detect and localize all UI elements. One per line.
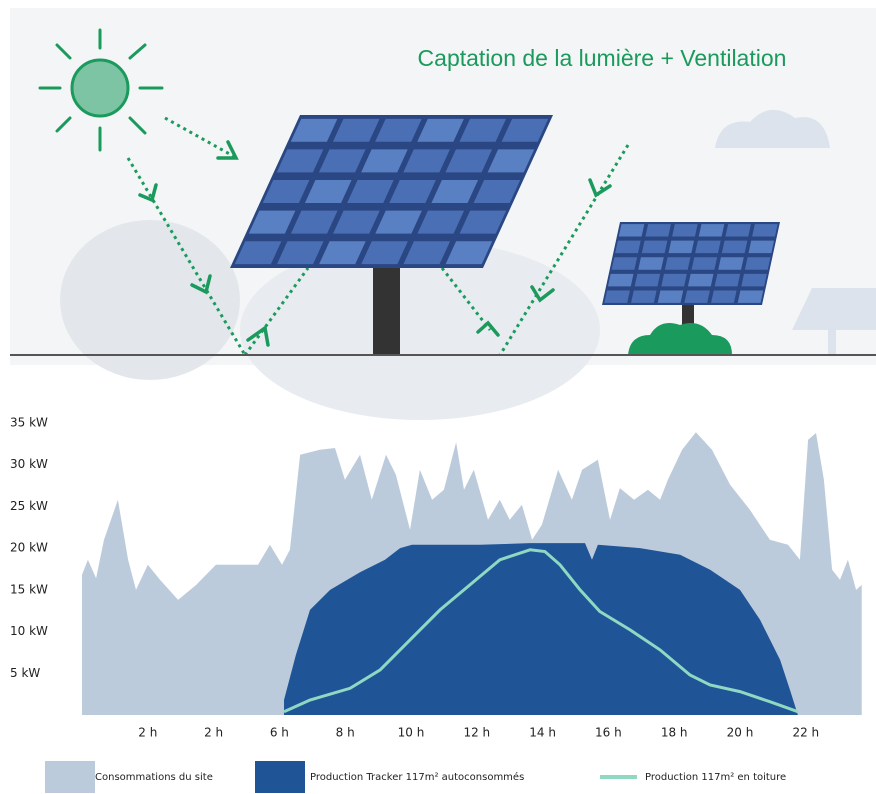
solar-panel xyxy=(602,222,780,305)
panel-cell xyxy=(725,224,751,236)
panel-cell xyxy=(688,274,714,286)
panel-cell xyxy=(741,274,767,286)
x-tick-label: 14 h xyxy=(529,726,556,740)
panel-cell xyxy=(612,257,638,269)
panel-cell xyxy=(695,241,721,253)
legend-swatch xyxy=(45,761,95,793)
panel-cell xyxy=(749,241,775,253)
panel-cell xyxy=(665,257,691,269)
panel-cell xyxy=(615,241,641,253)
y-tick-label: 30 kW xyxy=(10,457,48,471)
y-tick-label: 20 kW xyxy=(10,541,48,555)
panel-cell xyxy=(672,224,698,236)
infographic: Captation de la lumière + Ventilation 5 … xyxy=(0,0,876,794)
panel-cell xyxy=(715,274,741,286)
panel-cell xyxy=(745,257,771,269)
illustration: Captation de la lumière + Ventilation xyxy=(10,8,876,420)
y-tick-label: 5 kW xyxy=(10,666,40,680)
panel-cell xyxy=(635,274,661,286)
y-tick-label: 15 kW xyxy=(10,582,48,596)
y-tick-label: 35 kW xyxy=(10,416,48,430)
panel-cell xyxy=(722,241,748,253)
illustration-title: Captation de la lumière + Ventilation xyxy=(418,45,787,71)
panel-cell xyxy=(699,224,725,236)
panel-cell xyxy=(608,274,634,286)
panel-cell xyxy=(619,224,645,236)
panel-cell xyxy=(738,290,764,302)
panel-cell xyxy=(604,290,630,302)
x-tick-label: 10 h xyxy=(398,726,425,740)
panel-cell xyxy=(718,257,744,269)
panel-cell xyxy=(645,224,671,236)
panel-cell xyxy=(684,290,710,302)
panel-cell xyxy=(638,257,664,269)
x-tick-label: 18 h xyxy=(661,726,688,740)
page: Captation de la lumière + Ventilation 5 … xyxy=(0,0,876,794)
panel-cell xyxy=(661,274,687,286)
x-tick-label: 12 h xyxy=(463,726,490,740)
y-tick-label: 10 kW xyxy=(10,624,48,638)
legend-label: Production Tracker 117m² autoconsommés xyxy=(310,771,524,783)
panel-cell xyxy=(752,224,778,236)
legend-label: Production 117m² en toiture xyxy=(645,772,786,783)
panel-cell xyxy=(711,290,737,302)
chart: 5 kW 10 kW 15 kW 20 kW 25 kW 30 kW 35 kW 2 h 2 h… xyxy=(10,416,862,794)
x-tick-label: 22 h xyxy=(792,726,819,740)
x-tick-label: 16 h xyxy=(595,726,622,740)
legend-label: Consommations du site xyxy=(95,772,213,783)
legend-swatch xyxy=(255,761,305,793)
panel-cell xyxy=(631,290,657,302)
y-tick-label: 25 kW xyxy=(10,499,48,513)
panel-cell xyxy=(658,290,684,302)
panel-cell xyxy=(642,241,668,253)
panel-cell xyxy=(692,257,718,269)
panel-cell xyxy=(669,241,695,253)
x-tick-label: 2 h xyxy=(204,726,223,740)
x-tick-label: 8 h xyxy=(336,726,355,740)
x-tick-label: 20 h xyxy=(727,726,754,740)
pole xyxy=(373,262,400,355)
x-tick-label: 2 h xyxy=(138,726,157,740)
x-tick-label: 6 h xyxy=(270,726,289,740)
